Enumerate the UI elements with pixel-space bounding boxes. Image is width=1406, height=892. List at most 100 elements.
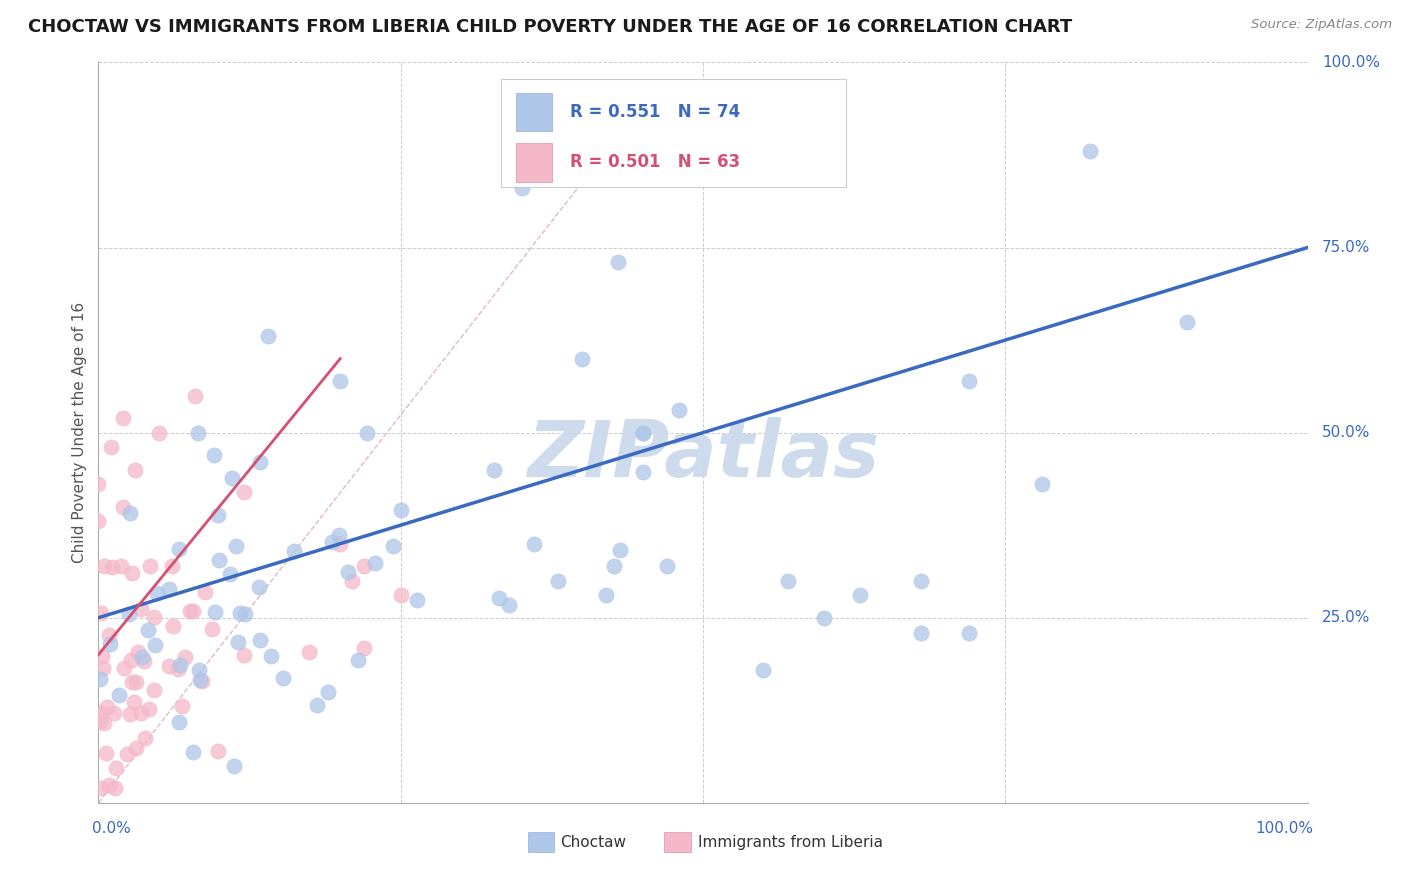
Point — [957, 374, 980, 388]
Point — [134, 731, 156, 746]
Point — [510, 181, 533, 195]
Point — [225, 539, 247, 553]
Point — [849, 589, 872, 603]
Point — [1078, 145, 1101, 159]
Point — [118, 506, 141, 520]
Point — [188, 673, 211, 687]
Text: 0.0%: 0.0% — [93, 822, 131, 837]
Text: Source: ZipAtlas.com: Source: ZipAtlas.com — [1251, 18, 1392, 31]
Point — [143, 610, 166, 624]
Point — [910, 574, 932, 588]
Point — [381, 539, 404, 553]
Text: 50.0%: 50.0% — [1322, 425, 1371, 440]
Point — [603, 559, 626, 574]
Point — [89, 714, 111, 728]
Point — [98, 637, 121, 651]
Point — [138, 702, 160, 716]
Point — [488, 591, 510, 605]
Point — [233, 648, 256, 662]
Text: 100.0%: 100.0% — [1322, 55, 1381, 70]
Point — [218, 567, 240, 582]
Point — [129, 706, 152, 720]
Text: 75.0%: 75.0% — [1322, 240, 1371, 255]
Point — [328, 528, 350, 542]
Point — [607, 255, 630, 269]
Point — [342, 574, 364, 588]
Point — [145, 586, 167, 600]
Point — [90, 780, 112, 795]
Point — [93, 715, 115, 730]
Point — [752, 663, 775, 677]
Point — [668, 403, 690, 417]
Point — [201, 622, 224, 636]
Point — [655, 558, 678, 573]
Text: Immigrants from Liberia: Immigrants from Liberia — [699, 835, 883, 849]
Point — [194, 585, 217, 599]
Point — [97, 778, 120, 792]
Point — [118, 607, 141, 621]
Point — [108, 688, 131, 702]
Point — [631, 425, 654, 440]
Point — [207, 744, 229, 758]
Point — [121, 566, 143, 580]
Point — [90, 606, 112, 620]
Point — [321, 535, 343, 549]
Point — [307, 698, 329, 712]
Point — [89, 673, 111, 687]
Point — [329, 374, 352, 388]
Point — [1175, 314, 1198, 328]
Point — [256, 329, 278, 343]
Point — [179, 604, 201, 618]
Point — [187, 425, 209, 440]
Text: R = 0.501   N = 63: R = 0.501 N = 63 — [569, 153, 740, 171]
Point — [356, 425, 378, 440]
Point — [111, 410, 134, 425]
Point — [124, 695, 146, 709]
Point — [157, 582, 180, 597]
Point — [498, 598, 520, 612]
Point — [91, 660, 114, 674]
Point — [631, 465, 654, 479]
Point — [145, 638, 167, 652]
Point — [120, 653, 142, 667]
Point — [170, 699, 193, 714]
Point — [100, 560, 122, 574]
Point — [157, 659, 180, 673]
Point — [813, 610, 835, 624]
Point — [364, 556, 387, 570]
Point — [162, 558, 184, 573]
Point — [233, 607, 256, 621]
Point — [207, 508, 229, 523]
Point — [139, 558, 162, 573]
Point — [111, 500, 134, 514]
Point — [389, 589, 412, 603]
Point — [226, 635, 249, 649]
Point — [249, 580, 271, 594]
Point — [232, 484, 254, 499]
Point — [595, 589, 617, 603]
Point — [148, 425, 170, 440]
Point — [191, 673, 214, 688]
Point — [260, 648, 283, 663]
Y-axis label: Child Poverty Under the Age of 16: Child Poverty Under the Age of 16 — [72, 302, 87, 563]
Point — [547, 574, 569, 588]
Point — [249, 632, 271, 647]
Point — [609, 543, 631, 558]
Point — [125, 741, 148, 756]
Point — [202, 448, 225, 462]
Point — [98, 628, 121, 642]
Point — [125, 675, 148, 690]
Point — [87, 477, 110, 491]
Text: Choctaw: Choctaw — [561, 835, 626, 849]
Point — [173, 650, 195, 665]
Point — [353, 558, 375, 573]
Point — [143, 683, 166, 698]
Point — [104, 761, 127, 775]
Point — [110, 558, 132, 573]
Text: ZIPatlas: ZIPatlas — [527, 417, 879, 493]
Point — [127, 645, 149, 659]
Text: CHOCTAW VS IMMIGRANTS FROM LIBERIA CHILD POVERTY UNDER THE AGE OF 16 CORRELATION: CHOCTAW VS IMMIGRANTS FROM LIBERIA CHILD… — [28, 18, 1073, 36]
Text: R = 0.551   N = 74: R = 0.551 N = 74 — [569, 103, 740, 121]
Point — [104, 780, 127, 795]
Point — [118, 707, 141, 722]
